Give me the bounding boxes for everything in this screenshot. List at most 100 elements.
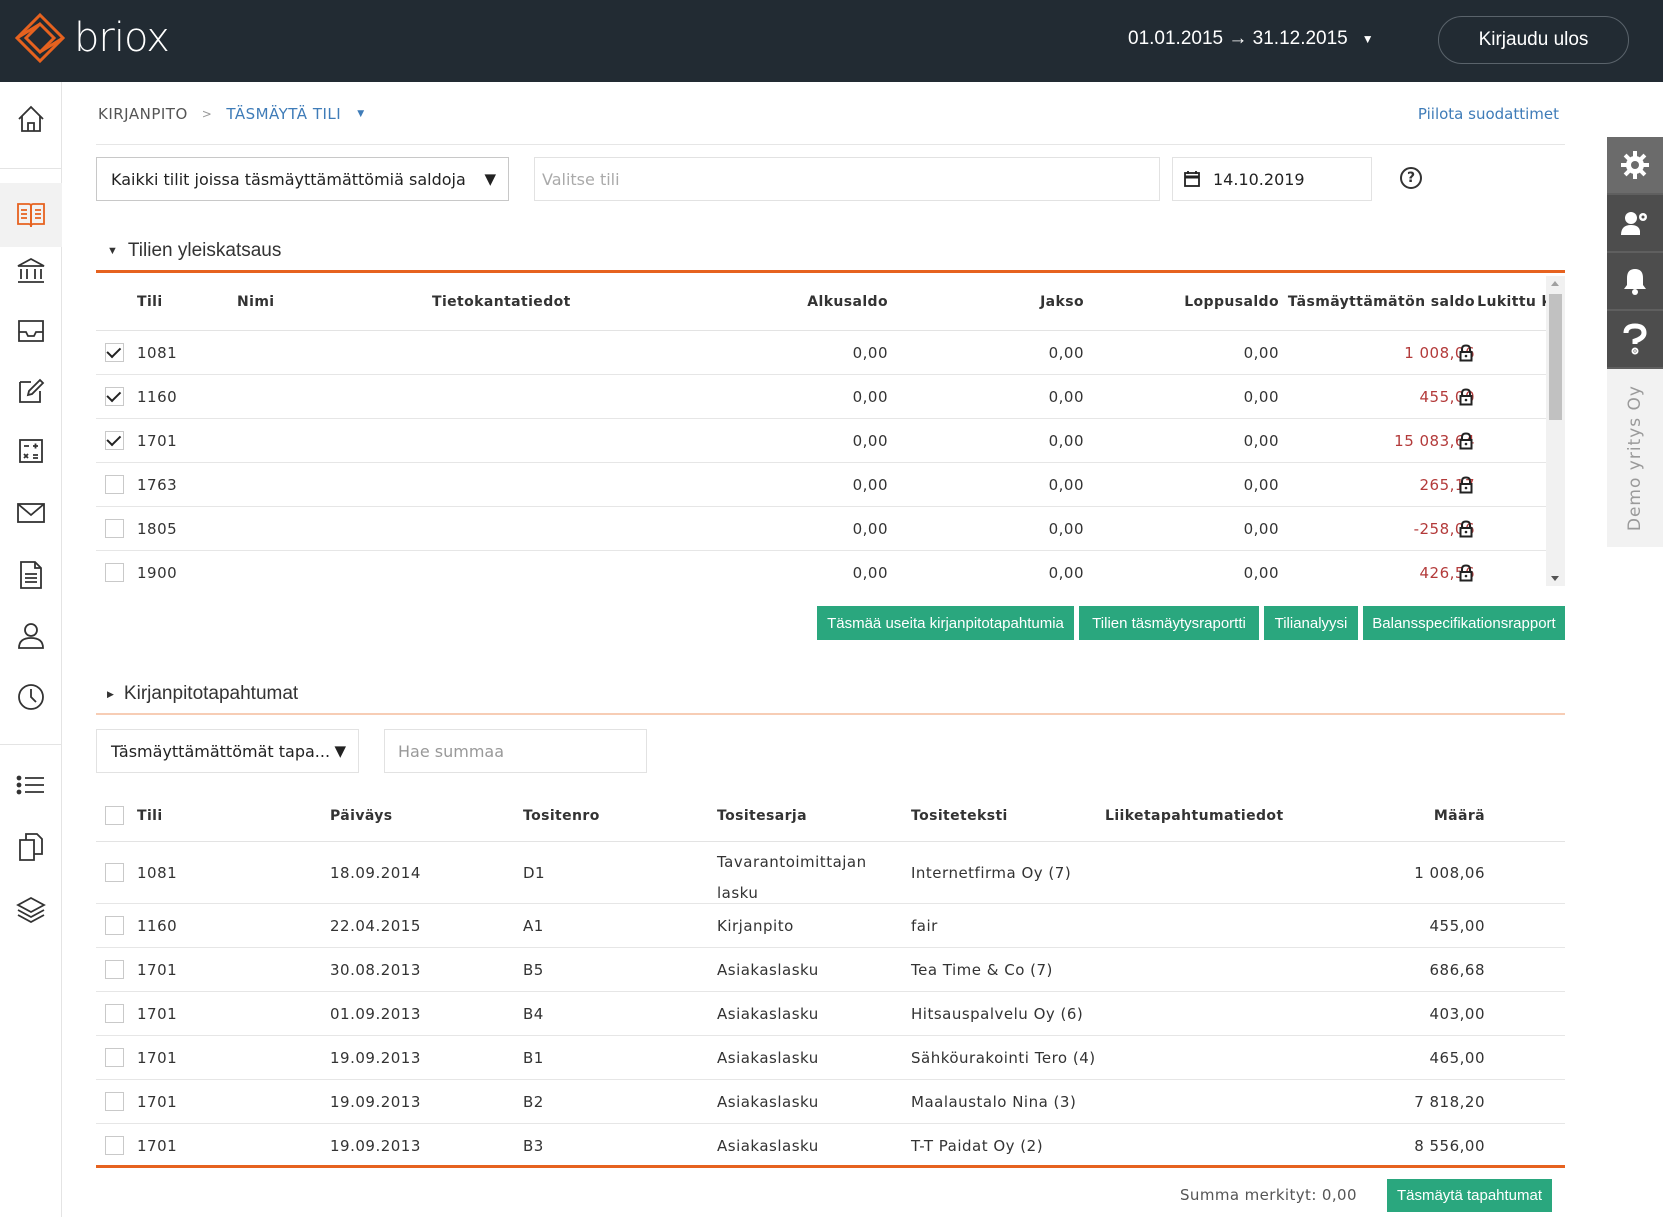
row-checkbox[interactable] bbox=[105, 343, 124, 362]
lock-icon[interactable] bbox=[1459, 344, 1473, 366]
lock-icon[interactable] bbox=[1459, 564, 1473, 586]
lock-icon[interactable] bbox=[1459, 388, 1473, 410]
row-checkbox[interactable] bbox=[105, 475, 124, 494]
table-row[interactable]: 1081 18.09.2014 D1 Tavarantoimittajan lasku… bbox=[96, 842, 1565, 904]
account-filter-select[interactable]: Kaikki tilit joissa täsmäyttämättömiä sa… bbox=[96, 157, 509, 201]
account-number: 1701 bbox=[137, 432, 178, 450]
start-balance: 0,00 bbox=[852, 344, 888, 362]
row-checkbox[interactable] bbox=[105, 431, 124, 450]
lock-icon[interactable] bbox=[1459, 520, 1473, 542]
match-multiple-button[interactable]: Täsmää useita kirjanpitotapahtumia bbox=[817, 606, 1074, 640]
end-balance: 0,00 bbox=[1243, 344, 1279, 362]
column-header[interactable]: Määrä bbox=[1433, 808, 1485, 824]
reconciliation-report-button[interactable]: Tilien täsmäytysraportti bbox=[1079, 606, 1259, 640]
user-settings-icon[interactable] bbox=[1607, 195, 1663, 253]
column-header[interactable]: Liiketapahtumatiedot bbox=[1105, 808, 1284, 824]
column-header[interactable]: Alkusaldo bbox=[807, 294, 888, 310]
column-header[interactable]: Päiväys bbox=[330, 808, 393, 824]
table-row[interactable]: 1763 0,00 0,00 0,00 265,17 bbox=[96, 463, 1546, 507]
copy-icon[interactable] bbox=[0, 818, 62, 876]
transactions-table-header: Tili Päiväys Tositenro Tositesarja Tosit… bbox=[96, 790, 1565, 842]
column-header[interactable]: Tositenro bbox=[523, 808, 600, 824]
table-row[interactable]: 1160 22.04.2015 A1 Kirjanpito fair 455,00 bbox=[96, 904, 1565, 948]
column-header[interactable]: Tositeteksti bbox=[911, 808, 1008, 824]
transaction-filter-select[interactable]: Täsmäyttämättömät tapa... ▼ bbox=[96, 729, 359, 773]
hide-filters-link[interactable]: Piilota suodattimet bbox=[1417, 105, 1559, 123]
inbox-icon[interactable] bbox=[0, 302, 62, 360]
scroll-down-arrow-icon[interactable] bbox=[1551, 576, 1559, 581]
briox-logo[interactable]: briox bbox=[14, 12, 170, 64]
column-header[interactable]: Lukittu kunnes bbox=[1477, 294, 1565, 310]
company-tab[interactable]: Demo yritys Oy bbox=[1607, 369, 1663, 547]
lock-icon[interactable] bbox=[1459, 432, 1473, 454]
mail-icon[interactable] bbox=[0, 484, 62, 542]
right-side-panel: Demo yritys Oy bbox=[1607, 137, 1663, 547]
edit-icon[interactable] bbox=[0, 362, 62, 420]
table-row[interactable]: 1900 0,00 0,00 0,00 426,56 bbox=[96, 551, 1546, 586]
column-header[interactable]: Tili bbox=[137, 294, 163, 310]
row-checkbox[interactable] bbox=[105, 916, 124, 935]
calculator-icon[interactable] bbox=[0, 422, 62, 480]
column-header[interactable]: Loppusaldo bbox=[1184, 294, 1279, 310]
clock-icon[interactable] bbox=[0, 668, 62, 726]
account-input[interactable]: Valitse tili bbox=[534, 157, 1160, 201]
row-checkbox[interactable] bbox=[105, 1092, 124, 1111]
sum-search-input[interactable]: Hae summaa bbox=[384, 729, 647, 773]
balance-spec-report-button[interactable]: Balansspecifikationsrapport bbox=[1363, 606, 1565, 640]
row-checkbox[interactable] bbox=[105, 1004, 124, 1023]
home-icon[interactable] bbox=[0, 90, 62, 148]
table-row[interactable]: 1805 0,00 0,00 0,00 -258,06 bbox=[96, 507, 1546, 551]
column-header[interactable]: Täsmäyttämätön saldo bbox=[1287, 294, 1475, 310]
column-header[interactable]: Jakso bbox=[1040, 294, 1084, 310]
overview-section-header[interactable]: ▼ Tilien yleiskatsaus bbox=[107, 240, 281, 262]
row-checkbox[interactable] bbox=[105, 1048, 124, 1067]
bank-icon[interactable] bbox=[0, 242, 62, 300]
table-row[interactable]: 1701 19.09.2013 B3 Asiakaslasku T-T Paidat O… bbox=[96, 1124, 1565, 1168]
logout-button[interactable]: Kirjaudu ulos bbox=[1438, 16, 1629, 64]
row-checkbox[interactable] bbox=[105, 387, 124, 406]
dropdown-triangle-icon: ▼ bbox=[334, 742, 346, 760]
date-field[interactable]: 14.10.2019 bbox=[1172, 157, 1372, 201]
lock-icon[interactable] bbox=[1459, 476, 1473, 498]
reconcile-transactions-button[interactable]: Täsmäytä tapahtumat bbox=[1387, 1179, 1552, 1212]
breadcrumb-current[interactable]: TÄSMÄYTÄ TILI bbox=[226, 105, 342, 123]
breadcrumb-root[interactable]: KIRJANPITO bbox=[98, 105, 188, 123]
table-row[interactable]: 1701 19.09.2013 B2 Asiakaslasku Maalaustalo … bbox=[96, 1080, 1565, 1124]
table-row[interactable]: 1701 01.09.2013 B4 Asiakaslasku Hitsauspalve… bbox=[96, 992, 1565, 1036]
overview-scrollbar[interactable] bbox=[1546, 276, 1565, 586]
row-checkbox[interactable] bbox=[105, 563, 124, 582]
table-row[interactable]: 1701 30.08.2013 B5 Asiakaslasku Tea Time & C… bbox=[96, 948, 1565, 992]
list-icon[interactable] bbox=[0, 756, 62, 814]
help-circle-icon[interactable]: ? bbox=[1400, 167, 1422, 189]
account-analysis-button[interactable]: Tilianalyysi bbox=[1264, 606, 1358, 640]
table-row[interactable]: 1081 0,00 0,00 0,00 1 008,06 bbox=[96, 331, 1546, 375]
column-header[interactable]: Nimi bbox=[237, 294, 275, 310]
scroll-up-arrow-icon[interactable] bbox=[1551, 281, 1559, 286]
notification-bell-icon[interactable] bbox=[1607, 253, 1663, 311]
row-checkbox[interactable] bbox=[105, 863, 124, 882]
column-header[interactable]: Tositesarja bbox=[717, 808, 807, 824]
table-row[interactable]: 1701 0,00 0,00 0,00 15 083,64 bbox=[96, 419, 1546, 463]
document-icon[interactable] bbox=[0, 546, 62, 604]
help-question-icon[interactable] bbox=[1607, 311, 1663, 369]
table-row[interactable]: 1701 19.09.2013 B1 Asiakaslasku Sähköurakoin… bbox=[96, 1036, 1565, 1080]
row-checkbox[interactable] bbox=[105, 519, 124, 538]
user-icon[interactable] bbox=[0, 606, 62, 664]
calendar-icon[interactable] bbox=[1183, 170, 1201, 188]
settings-gear-icon[interactable] bbox=[1607, 137, 1663, 195]
scrollbar-thumb[interactable] bbox=[1549, 294, 1562, 420]
row-checkbox[interactable] bbox=[105, 960, 124, 979]
column-header[interactable]: Tietokantatiedot bbox=[432, 294, 571, 310]
layers-icon[interactable] bbox=[0, 880, 62, 938]
expanded-triangle-icon: ▼ bbox=[107, 245, 118, 257]
transactions-section-header[interactable]: ▶ Kirjanpitotapahtumat bbox=[107, 683, 298, 705]
column-header[interactable]: Tili bbox=[137, 808, 163, 824]
caret-down-icon[interactable]: ▼ bbox=[357, 109, 365, 119]
ledger-book-icon[interactable] bbox=[0, 183, 62, 247]
row-checkbox[interactable] bbox=[105, 1136, 124, 1155]
section-divider bbox=[96, 713, 1565, 715]
account-input-placeholder: Valitse tili bbox=[542, 169, 620, 189]
table-row[interactable]: 1160 0,00 0,00 0,00 455,00 bbox=[96, 375, 1546, 419]
select-all-checkbox[interactable] bbox=[105, 806, 124, 825]
period-selector[interactable]: 01.01.2015 → 31.12.2015 ▼ bbox=[1128, 28, 1374, 50]
